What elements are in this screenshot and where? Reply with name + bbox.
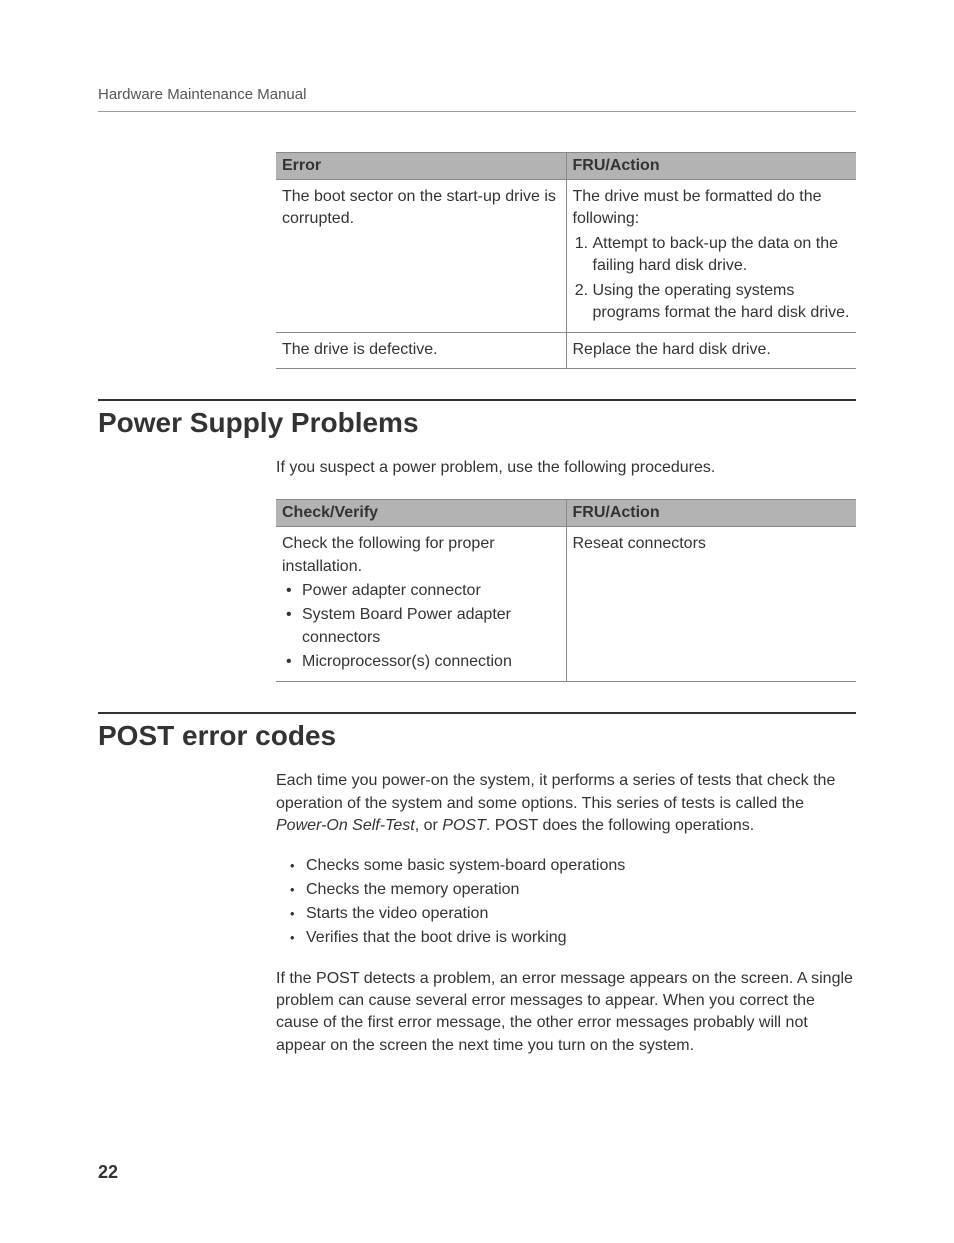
list-item: Starts the video operation — [290, 902, 856, 926]
table-row: The drive is defective. Replace the hard… — [276, 333, 856, 368]
section-title-post: POST error codes — [98, 720, 856, 752]
action-step: Using the operating systems programs for… — [593, 280, 851, 325]
list-item: Verifies that the boot drive is working — [290, 926, 856, 950]
post-list: Checks some basic system-board operation… — [276, 854, 856, 950]
action-cell: Reseat connectors — [566, 527, 856, 682]
header-rule — [98, 111, 856, 112]
table-row: The boot sector on the start-up drive is… — [276, 180, 856, 333]
list-item: Checks some basic system-board operation… — [290, 854, 856, 878]
action-step: Attempt to back-up the data on the faili… — [593, 233, 851, 278]
power-intro: If you suspect a power problem, use the … — [276, 457, 856, 479]
page-header: Hardware Maintenance Manual — [98, 86, 856, 103]
check-item: Power adapter connector — [286, 580, 560, 602]
check-cell: Check the following for proper installat… — [276, 527, 566, 682]
list-item: Checks the memory operation — [290, 878, 856, 902]
error-cell: The boot sector on the start-up drive is… — [276, 180, 566, 333]
table2-header-action: FRU/Action — [566, 500, 856, 527]
action-cell: The drive must be formatted do the follo… — [566, 180, 856, 333]
section-rule — [98, 712, 856, 714]
table-row: Check the following for proper installat… — [276, 527, 856, 682]
power-table: Check/Verify FRU/Action Check the follow… — [276, 499, 856, 682]
page-number: 22 — [98, 1162, 118, 1183]
error-cell: The drive is defective. — [276, 333, 566, 368]
post-para1: Each time you power-on the system, it pe… — [276, 770, 856, 837]
action-cell: Replace the hard disk drive. — [566, 333, 856, 368]
check-item: Microprocessor(s) connection — [286, 651, 560, 673]
check-item: System Board Power adapter connectors — [286, 604, 560, 649]
section-rule — [98, 399, 856, 401]
error-table: Error FRU/Action The boot sector on the … — [276, 152, 856, 369]
table1-header-action: FRU/Action — [566, 153, 856, 180]
table1-header-error: Error — [276, 153, 566, 180]
section-title-power: Power Supply Problems — [98, 407, 856, 439]
post-para2: If the POST detects a problem, an error … — [276, 968, 856, 1058]
table2-header-check: Check/Verify — [276, 500, 566, 527]
